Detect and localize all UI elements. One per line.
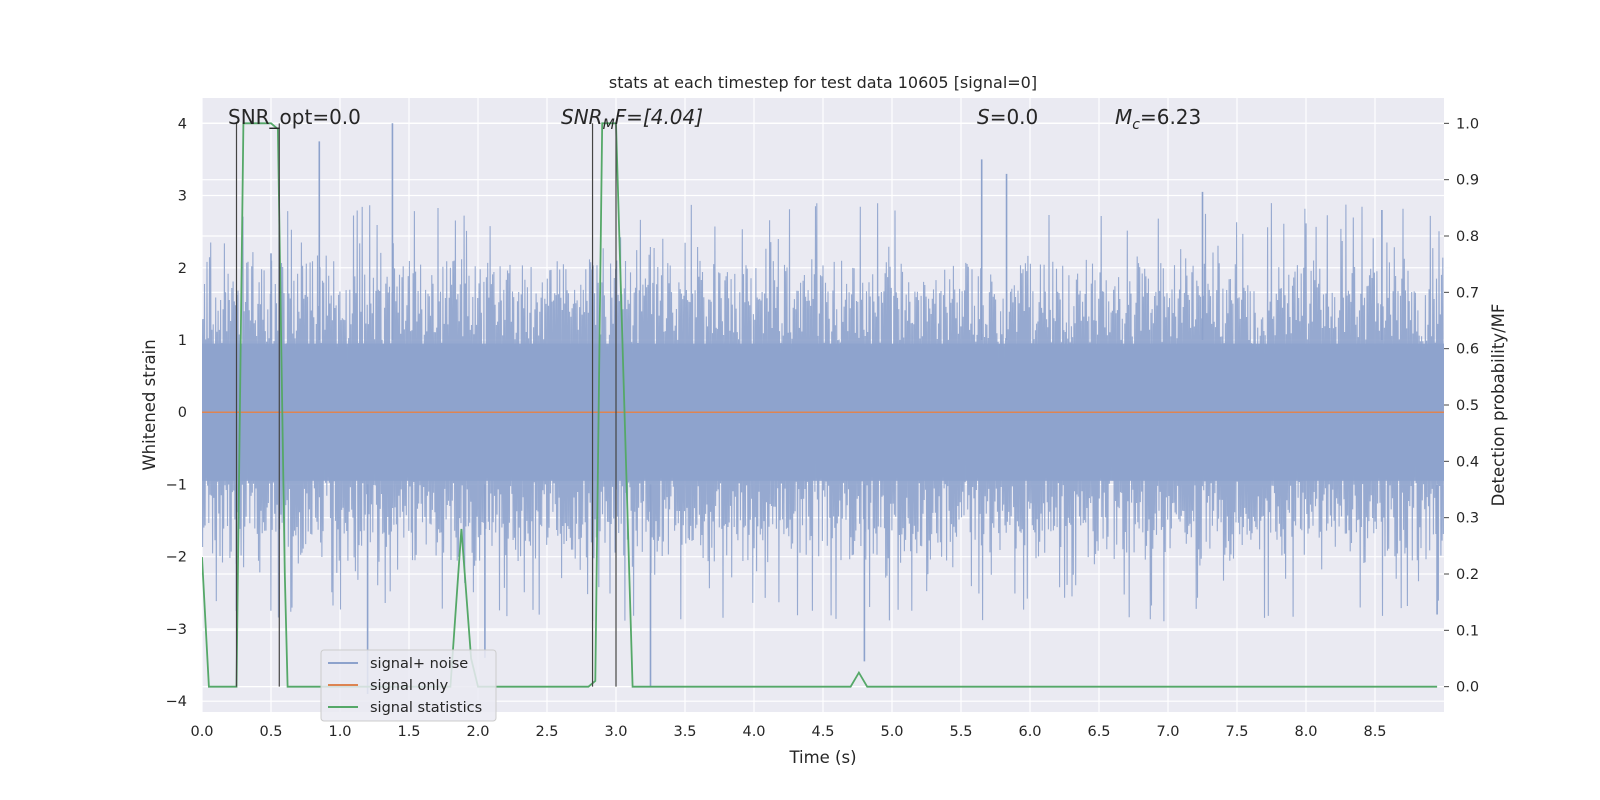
x-tick-label: 6.0 (1018, 724, 1041, 740)
x-tick-label: 1.5 (397, 724, 420, 740)
snr-mf-label: SNR (561, 105, 603, 129)
legend-label-signal-statistics: signal statistics (370, 700, 482, 716)
snr-mf-subscript: M (603, 117, 615, 133)
legend: signal+ noise signal only signal statist… (320, 649, 497, 722)
x-tick-label: 0.0 (190, 724, 213, 740)
y-tick-label-right: 0.3 (1456, 511, 1479, 527)
x-tick-label: 8.5 (1363, 724, 1386, 740)
s-label: S (977, 105, 990, 129)
y-tick-label-left: −1 (166, 477, 187, 493)
y-tick-label-right: 0.1 (1456, 623, 1479, 639)
x-tick-label: 7.0 (1156, 724, 1179, 740)
legend-label-signal-only: signal only (370, 678, 449, 694)
mc-label: M (1115, 105, 1132, 129)
y-axis-label-right: Detection probability/MF (1489, 304, 1508, 507)
y-tick-label-left: 1 (178, 333, 187, 349)
x-tick-label: 6.5 (1087, 724, 1110, 740)
chart-title: stats at each timestep for test data 106… (609, 73, 1037, 92)
y-tick-label-right: 0.6 (1456, 342, 1479, 358)
legend-label-signal-noise: signal+ noise (370, 656, 468, 672)
y-tick-label-left: 2 (178, 261, 187, 277)
y-tick-label-left: 4 (178, 116, 187, 132)
y-tick-label-left: 0 (178, 405, 187, 421)
mc-subscript: c (1132, 117, 1140, 133)
y-tick-label-left: 3 (178, 189, 187, 205)
marker-lines (235, 123, 617, 687)
y-tick-label-left: −4 (166, 694, 187, 710)
series-layer (202, 122, 1444, 688)
snr-mf-value: F=[4.04] (615, 105, 703, 129)
s-annotation: S=0.0 (977, 105, 1038, 129)
x-tick-label: 8.0 (1294, 724, 1317, 740)
y-tick-label-right: 0.0 (1456, 680, 1479, 696)
legend-box (320, 649, 497, 722)
signal-statistics-line (202, 122, 1438, 688)
x-tick-label: 0.5 (259, 724, 282, 740)
x-tick-label: 4.0 (742, 724, 765, 740)
x-tick-label: 3.0 (604, 724, 627, 740)
y-tick-label-right: 0.9 (1456, 173, 1479, 189)
s-value: =0.0 (990, 105, 1039, 129)
y-tick-labels-right: 0.0 0.1 0.2 0.3 0.4 0.5 0.6 0.7 0.8 0.9 1.0 (1444, 116, 1479, 696)
y-tick-label-right: 0.7 (1456, 285, 1479, 301)
x-tick-label: 5.0 (880, 724, 903, 740)
y-tick-label-left: −3 (166, 622, 187, 638)
snr-opt-annotation: SNR_opt=0.0 (228, 105, 361, 129)
y-tick-labels-left: −4 −3 −2 −1 0 1 2 3 4 (166, 116, 187, 710)
x-tick-label: 1.0 (328, 724, 351, 740)
x-tick-label: 2.5 (535, 724, 558, 740)
y-tick-label-right: 1.0 (1456, 116, 1479, 132)
x-tick-label: 2.0 (466, 724, 489, 740)
x-tick-label: 4.5 (811, 724, 834, 740)
x-tick-label: 3.5 (673, 724, 696, 740)
y-tick-label-right: 0.4 (1456, 454, 1479, 470)
snr-mf-annotation: SNRMF=[4.04] (561, 105, 703, 133)
y-tick-label-right: 0.8 (1456, 229, 1479, 245)
x-axis-label: Time (s) (788, 748, 856, 767)
x-tick-label: 7.5 (1225, 724, 1248, 740)
y-tick-label-right: 0.5 (1456, 398, 1479, 414)
y-tick-label-left: −2 (166, 550, 187, 566)
mc-annotation: Mc=6.23 (1115, 105, 1201, 133)
y-tick-label-right: 0.2 (1456, 567, 1479, 583)
x-tick-labels: 0.0 0.5 1.0 1.5 2.0 2.5 3.0 3.5 4.0 4.5 5.0 5.5 6.0 6… (190, 724, 1386, 740)
x-tick-label: 5.5 (949, 724, 972, 740)
y-axis-label-left: Whitened strain (140, 339, 159, 470)
mc-value: =6.23 (1140, 105, 1201, 129)
